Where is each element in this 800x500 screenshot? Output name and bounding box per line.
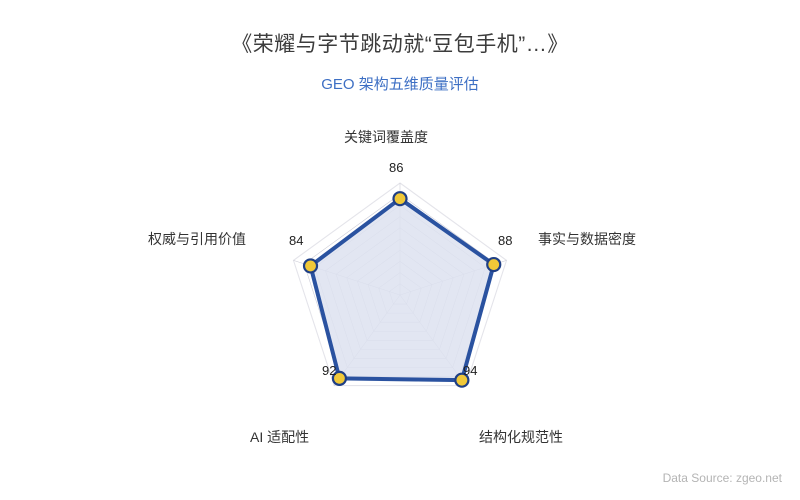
value-label-structured-norms: 94: [463, 363, 478, 378]
radar-data-point-marker: [392, 191, 408, 207]
radar-data-point-marker: [486, 256, 502, 273]
radar-data-point-marker: [331, 370, 348, 386]
radar-markers: [302, 191, 502, 388]
value-label-fact-data-density: 88: [498, 233, 513, 248]
axis-label-structured-norms: 结构化规范性: [479, 429, 563, 445]
page-title: 《荣耀与字节跳动就“豆包手机”…》: [231, 33, 569, 56]
page-subtitle: GEO 架构五维质量评估: [321, 76, 479, 93]
radar-data-point-marker: [302, 258, 319, 274]
axis-label-keyword-coverage: 关键词覆盖度: [344, 129, 428, 145]
radar-grid-ring: [292, 182, 508, 387]
value-label-authority-citation: 84: [289, 233, 304, 248]
value-label-ai-adaptability: 92: [322, 363, 337, 378]
data-source-note: Data Source: zgeo.net: [662, 471, 782, 485]
radar-data-point-marker: [454, 372, 470, 388]
axis-label-authority-citation: 权威与引用价值: [148, 231, 246, 247]
axis-label-fact-data-density: 事实与数据密度: [538, 231, 636, 247]
axis-label-ai-adaptability: AI 适配性: [250, 429, 310, 445]
radar-series-polygon: [308, 196, 496, 383]
value-label-keyword-coverage: 86: [389, 160, 404, 175]
